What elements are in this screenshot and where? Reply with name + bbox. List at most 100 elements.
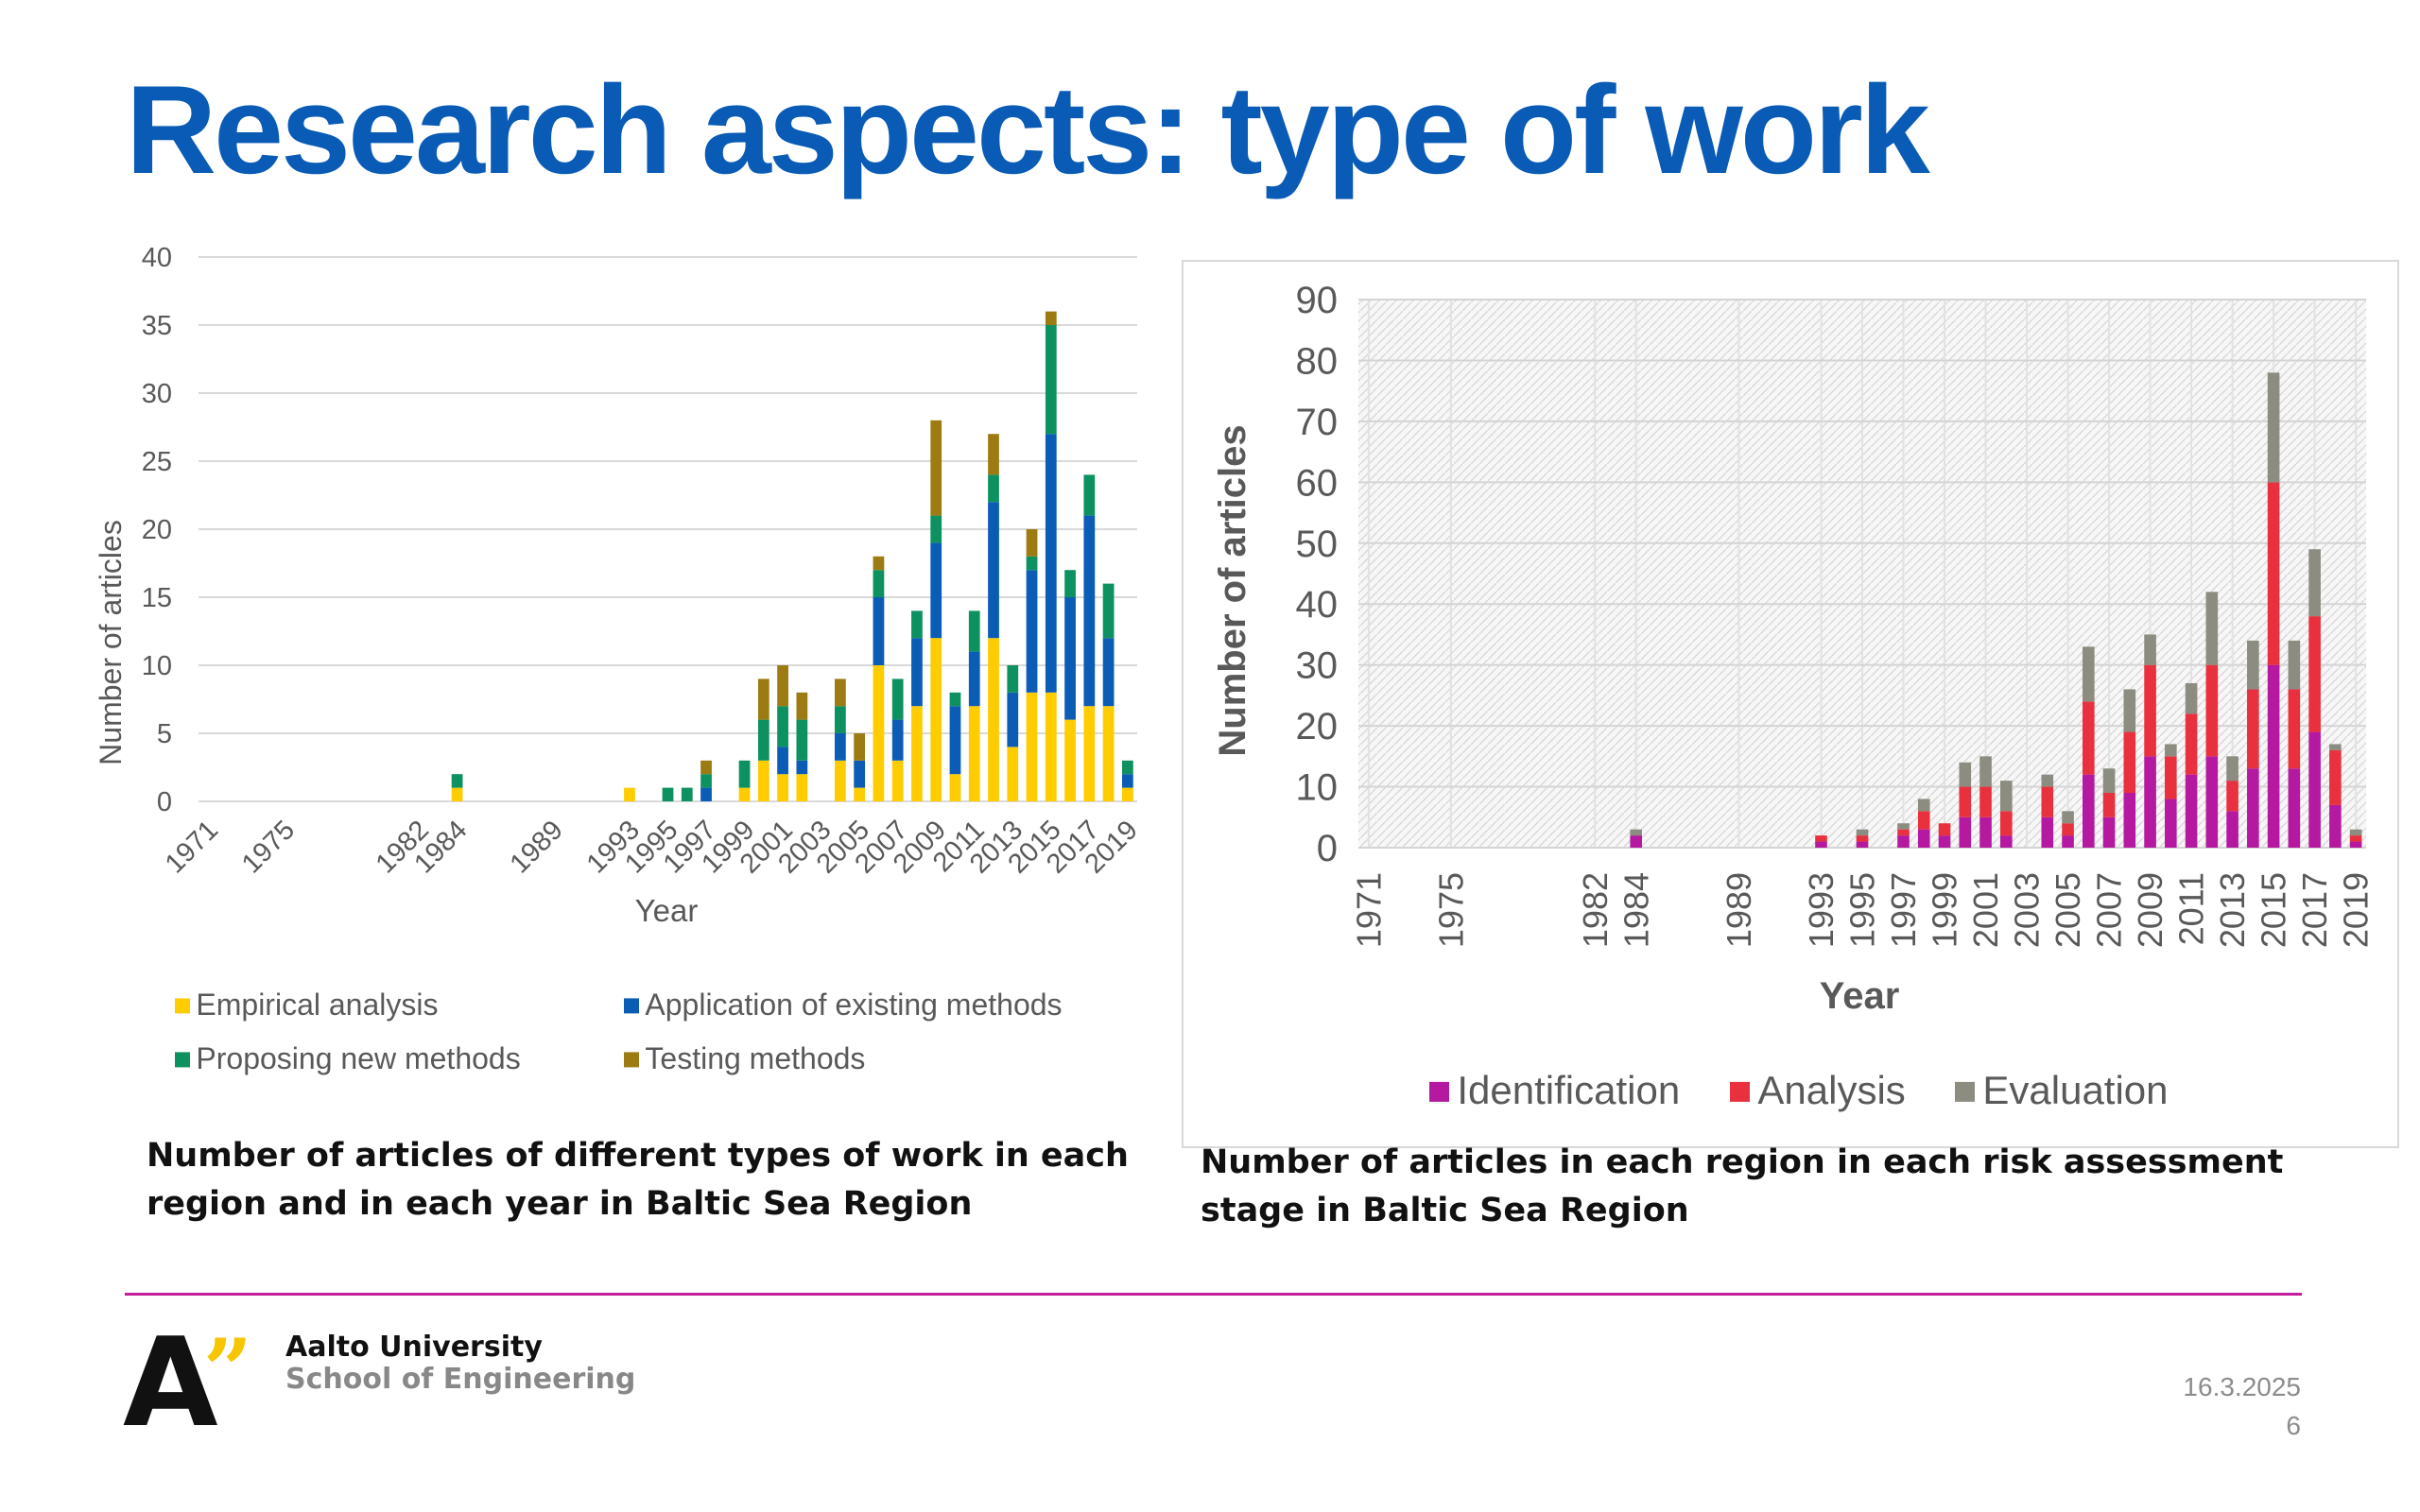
bar-segment bbox=[757, 760, 769, 801]
bar-segment bbox=[1999, 811, 2013, 836]
bar-segment bbox=[949, 692, 961, 707]
bar-segment bbox=[2102, 768, 2116, 793]
bar-segment bbox=[2247, 640, 2259, 690]
bar-segment bbox=[2205, 756, 2219, 848]
bar-segment bbox=[662, 787, 674, 801]
bar-segment bbox=[2041, 816, 2054, 848]
bar-segment bbox=[2288, 640, 2301, 690]
bar-segment bbox=[2185, 774, 2198, 848]
x-tick-label: 1989 bbox=[1720, 872, 1758, 948]
y-tick-label: 25 bbox=[142, 447, 172, 477]
bar-segment bbox=[700, 774, 712, 788]
bar-segment bbox=[1026, 570, 1038, 693]
caption-right: Number of articles in each region in eac… bbox=[1201, 1143, 2284, 1229]
bar-segment bbox=[2062, 835, 2074, 848]
bar-segment bbox=[777, 747, 788, 775]
bar-segment bbox=[2308, 616, 2321, 732]
legend-label: Analysis bbox=[1757, 1068, 1905, 1112]
bar-segment bbox=[835, 679, 846, 707]
page-number: 6 bbox=[2286, 1411, 2301, 1440]
y-axis-label: Number of articles bbox=[1212, 424, 1253, 756]
bar-segment bbox=[1007, 665, 1019, 693]
x-tick-label: 1999 bbox=[1926, 872, 1964, 948]
x-tick-label: 2005 bbox=[2048, 872, 2087, 948]
bar-segment bbox=[949, 774, 961, 801]
bar-segment bbox=[2247, 689, 2259, 769]
bar-segment bbox=[2185, 683, 2198, 714]
bar-segment bbox=[891, 679, 904, 720]
bar-segment bbox=[968, 706, 980, 801]
bar-segment bbox=[2349, 835, 2362, 842]
bar-segment bbox=[988, 502, 999, 639]
bar-segment bbox=[2123, 731, 2136, 793]
bar-segment bbox=[2329, 804, 2342, 848]
bar-segment bbox=[1064, 570, 1076, 597]
y-tick-label: 20 bbox=[1296, 706, 1339, 747]
bar-segment bbox=[930, 638, 942, 801]
bar-segment bbox=[930, 420, 942, 516]
legend-label: Testing methods bbox=[645, 1041, 865, 1075]
bar-segment bbox=[2267, 664, 2280, 848]
bar-segment bbox=[1938, 823, 1951, 836]
x-axis-label: Year bbox=[635, 893, 699, 928]
bar-segment bbox=[2205, 592, 2219, 665]
footer-divider bbox=[125, 1293, 2302, 1296]
bar-segment bbox=[1102, 706, 1115, 801]
bar-segment bbox=[2144, 756, 2156, 848]
y-tick-label: 20 bbox=[142, 515, 172, 545]
bar-segment bbox=[1102, 583, 1115, 639]
y-tick-label: 5 bbox=[157, 719, 172, 749]
bar-segment bbox=[1007, 747, 1019, 801]
bar-segment bbox=[2041, 774, 2054, 787]
bar-segment bbox=[988, 434, 999, 475]
y-tick-label: 90 bbox=[1296, 280, 1339, 321]
chart-frame bbox=[1182, 260, 2399, 1148]
caption-left: Number of articles of different types of… bbox=[147, 1137, 1129, 1223]
bar-segment bbox=[1630, 829, 1643, 836]
bar-segment bbox=[891, 760, 904, 801]
bar-segment bbox=[738, 787, 751, 801]
y-tick-label: 40 bbox=[1296, 584, 1339, 626]
legend-swatch bbox=[624, 1052, 639, 1068]
bar-segment bbox=[2329, 744, 2342, 750]
bar-segment bbox=[1815, 835, 1827, 842]
bar-segment bbox=[1083, 515, 1096, 707]
bar-segment bbox=[2123, 793, 2136, 848]
y-tick-label: 35 bbox=[142, 311, 172, 341]
bar-segment bbox=[2288, 689, 2301, 769]
x-tick-label: 1995 bbox=[1843, 872, 1882, 948]
bar-segment bbox=[854, 733, 866, 761]
bar-segment bbox=[1045, 434, 1057, 693]
bar-segment bbox=[2062, 823, 2074, 836]
x-tick-label: 1982 bbox=[1576, 872, 1615, 948]
bar-segment bbox=[2102, 793, 2116, 817]
y-tick-label: 10 bbox=[142, 651, 172, 681]
bar-segment bbox=[738, 760, 751, 788]
y-tick-label: 80 bbox=[1296, 340, 1339, 382]
bar-segment bbox=[1917, 829, 1930, 848]
bar-segment bbox=[930, 542, 942, 639]
legend-label: Application of existing methods bbox=[645, 988, 1062, 1022]
y-tick-label: 0 bbox=[157, 787, 172, 817]
bar-segment bbox=[835, 733, 846, 761]
aalto-logo: A bbox=[123, 1311, 218, 1454]
x-tick-label: 2003 bbox=[2008, 872, 2047, 948]
bar-segment bbox=[451, 774, 463, 788]
bar-segment bbox=[2288, 768, 2301, 848]
bar-segment bbox=[2123, 689, 2136, 732]
x-tick-label: 2011 bbox=[2172, 872, 2211, 945]
bar-segment bbox=[2267, 372, 2280, 483]
x-tick-label: 2009 bbox=[2131, 872, 2169, 948]
legend-swatch bbox=[1730, 1081, 1750, 1102]
university-name: Aalto University bbox=[285, 1331, 543, 1364]
bar-segment bbox=[873, 665, 885, 801]
bar-segment bbox=[1121, 760, 1133, 775]
bar-segment bbox=[1917, 799, 1930, 812]
bar-segment bbox=[2082, 646, 2095, 702]
bar-segment bbox=[854, 787, 866, 801]
bar-segment bbox=[700, 787, 712, 801]
bar-segment bbox=[757, 719, 769, 761]
bar-segment bbox=[1026, 556, 1038, 571]
y-tick-label: 60 bbox=[1296, 462, 1339, 504]
bar-segment bbox=[2144, 664, 2156, 757]
